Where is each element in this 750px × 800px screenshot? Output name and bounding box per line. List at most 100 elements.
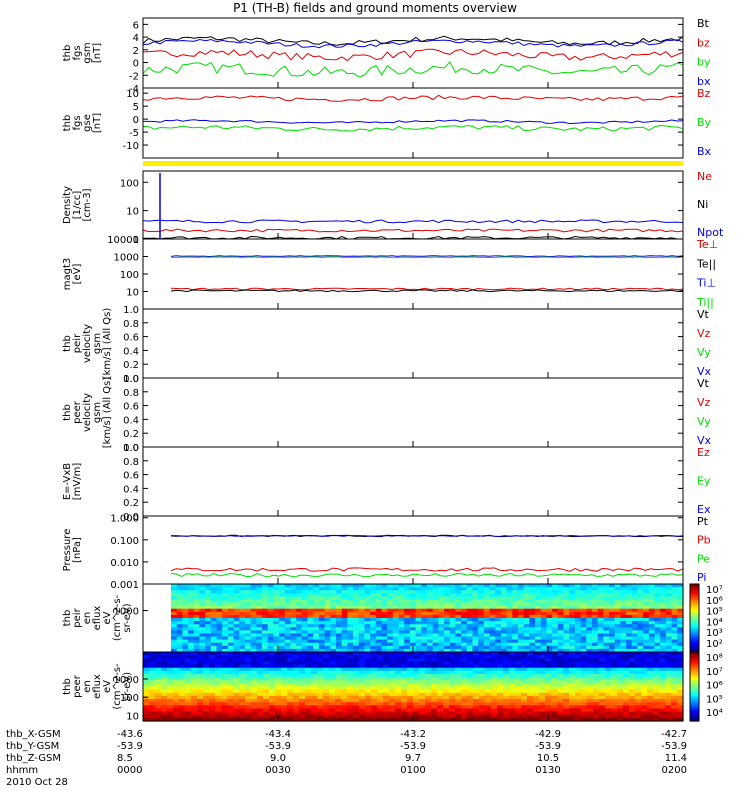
spectrogram-cell (660, 630, 667, 635)
spectrogram-cell (149, 711, 156, 716)
spectrogram-cell (197, 699, 204, 703)
spectrogram-cell (611, 714, 618, 719)
spectrogram-cell (461, 658, 468, 662)
spectrogram-cell (506, 627, 513, 631)
colorbar-step (690, 670, 699, 674)
spectrogram-cell (518, 605, 525, 610)
spectrogram-cell (551, 670, 558, 675)
spectrogram-cell (512, 618, 519, 622)
spectrogram-cell (176, 621, 183, 625)
spectrogram-cell (497, 686, 504, 691)
spectrogram-cell (535, 605, 542, 610)
spectrogram-cell (413, 667, 420, 672)
spectrogram-cell (313, 627, 320, 631)
spectrogram-cell (318, 611, 326, 616)
spectrogram-cell (587, 658, 594, 662)
spectrogram-cell (179, 686, 186, 691)
spectrogram-cell (398, 590, 405, 594)
spectrogram-cell (179, 711, 186, 716)
spectrogram-cell (592, 630, 599, 635)
spectrogram-cell (256, 614, 263, 619)
spectrogram-cell (227, 587, 235, 591)
spectrogram-cell (182, 596, 189, 601)
spectrogram-cell (574, 602, 582, 607)
spectrogram-cell (603, 614, 610, 619)
spectrogram-cell (455, 664, 462, 669)
spectrogram-cell (377, 658, 384, 662)
spectrogram-cell (635, 711, 642, 716)
spectrogram-cell (227, 677, 234, 681)
spectrogram-cell (515, 689, 522, 694)
spectrogram-cell (515, 695, 522, 700)
spectrogram-cell (222, 584, 229, 588)
colorbar-step (690, 593, 699, 596)
spectrogram-cell (671, 677, 678, 681)
spectrogram-cell (371, 708, 378, 713)
spectrogram-cell (523, 630, 530, 635)
spectrogram-cell (227, 667, 234, 672)
spectrogram-cell (449, 636, 457, 641)
colorbar-step (690, 668, 699, 671)
spectrogram-cell (370, 645, 377, 650)
spectrogram-cell (631, 584, 639, 588)
spectrogram-cell (293, 692, 300, 697)
spectrogram-cell (353, 695, 360, 700)
spectrogram-cell (301, 645, 309, 650)
spectrogram-cell (401, 658, 408, 662)
spectrogram-cell (485, 717, 492, 722)
spectrogram-cell (296, 611, 303, 616)
spectrogram-cell (305, 677, 312, 681)
spectrogram-cell (335, 717, 342, 722)
spectrogram-cell (149, 670, 156, 675)
spectrogram-cell (575, 661, 582, 666)
colorbar-step (690, 709, 699, 713)
spectrogram-cell (545, 692, 552, 697)
spectrogram-cell (293, 661, 300, 666)
spectrogram-cell (432, 648, 439, 653)
spectrogram-cell (521, 652, 528, 656)
spectrogram-cell (239, 605, 246, 610)
spectrogram-cell (677, 661, 684, 666)
spectrogram-cell (592, 611, 599, 616)
spectrogram-cell (387, 639, 394, 644)
spectrogram-cell (461, 711, 468, 716)
spectrogram-cell (203, 702, 210, 706)
spectrogram-cell (239, 661, 246, 666)
spectrogram-cell (245, 677, 252, 681)
spectrogram-cell (239, 590, 246, 594)
spectrogram-cell (401, 692, 408, 697)
spectrogram-cell (501, 636, 508, 641)
spectrogram-cell (305, 717, 312, 722)
spectrogram-cell (239, 680, 246, 684)
spectrogram-cell (586, 587, 593, 591)
spectrogram-cell (370, 639, 377, 644)
spectrogram-cell (404, 599, 411, 604)
spectrogram-cell (191, 667, 198, 672)
spectrogram-cell (143, 711, 150, 716)
spectrogram-cell (305, 686, 312, 691)
spectrogram-cell (677, 618, 684, 622)
spectrogram-cell (221, 695, 228, 700)
spectrogram-cell (523, 602, 530, 607)
spectrogram-cell (677, 717, 684, 722)
spectrogram-cell (677, 633, 684, 638)
spectrogram-cell (353, 621, 360, 625)
spectrogram-cell (647, 705, 654, 709)
spectrogram-cell (296, 642, 303, 647)
spectrogram-cell (501, 605, 508, 610)
spectrogram-cell (257, 670, 264, 675)
spectrogram-cell (472, 614, 479, 619)
spectrogram-cell (461, 702, 468, 706)
spectrogram-cell (371, 652, 378, 656)
spectrogram-cell (427, 599, 434, 604)
spectrogram-cell (580, 636, 587, 641)
spectrogram-cell (539, 714, 546, 719)
spectrogram-cell (593, 708, 600, 713)
spectrogram-cell (617, 702, 624, 706)
spectrogram-cell (515, 655, 522, 659)
spectrogram-cell (375, 621, 383, 625)
spectrogram-cell (210, 624, 218, 628)
spectrogram-cell (273, 648, 280, 653)
spectrogram-cell (299, 658, 306, 662)
spectrogram-cell (251, 674, 258, 678)
